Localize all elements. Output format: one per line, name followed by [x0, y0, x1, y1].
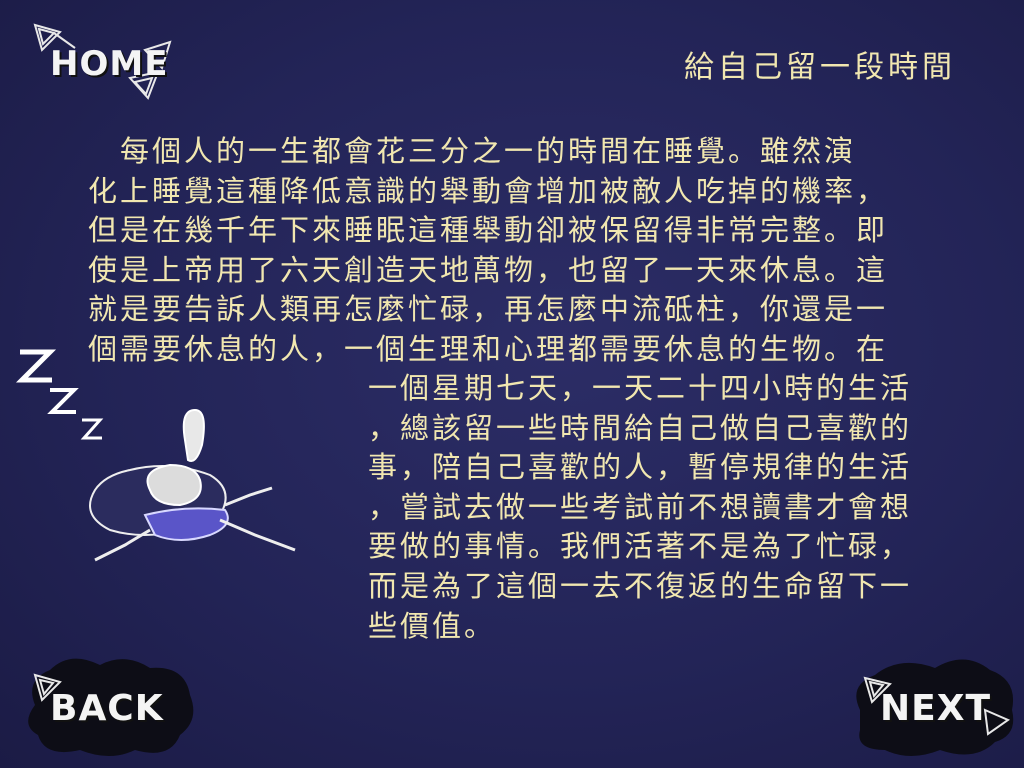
next-button[interactable]: NEXT — [840, 650, 1020, 760]
text-line: 一個星期七天，一天二十四小時的生活 — [368, 371, 913, 405]
text-line: 使是上帝用了六天創造天地萬物，也留了一天來休息。這 — [88, 252, 889, 287]
text-line: 些價值。 — [368, 608, 497, 643]
arrow-doodle-icon — [33, 23, 172, 100]
ink-splash-icon — [856, 659, 1014, 756]
text-line: 每個人的一生都會花三分之一的時間在睡覺。雖然演 — [88, 134, 857, 168]
snore-z-icon — [15, 349, 104, 440]
body-text-bottom: 一個星期七天，一天二十四小時的生活 ，總該留一些時間給自己做自己喜歡的 事，陪自… — [368, 369, 956, 646]
text-line: 而是為了這個一去不復返的生命留下一 — [368, 568, 913, 603]
body-text-top: 每個人的一生都會花三分之一的時間在睡覺。雖然演 化上睡覺這種降低意識的舉動會增加… — [88, 132, 956, 370]
sleeping-person-illustration — [15, 349, 296, 562]
ink-splash-icon — [28, 658, 194, 756]
page-title: 給自己留一段時間 — [684, 50, 956, 85]
text-line: 要做的事情。我們活著不是為了忙碌， — [368, 529, 913, 564]
text-line: 但是在幾千年下來睡眠這種舉動卻被保留得非常完整。即 — [88, 213, 889, 248]
text-line: ，嘗試去做一些考試前不想讀書才會想 — [368, 489, 913, 524]
text-line: 個需要休息的人，一個生理和心理都需要休息的生物。在 — [88, 331, 889, 366]
back-label: BACK — [50, 688, 164, 729]
text-line: ，總該留一些時間給自己做自己喜歡的 — [368, 410, 913, 445]
text-line: 就是要告訴人類再怎麼忙碌，再怎麼中流砥柱，你還是一 — [88, 292, 889, 327]
home-button[interactable]: HOME — [30, 20, 180, 110]
back-button[interactable]: BACK — [20, 650, 200, 760]
text-line: 事，陪自己喜歡的人，暫停規律的生活 — [368, 450, 913, 485]
home-label: HOME — [50, 44, 169, 84]
next-label: NEXT — [880, 688, 992, 729]
text-line: 化上睡覺這種降低意識的舉動會增加被敵人吃掉的機率， — [88, 173, 889, 208]
